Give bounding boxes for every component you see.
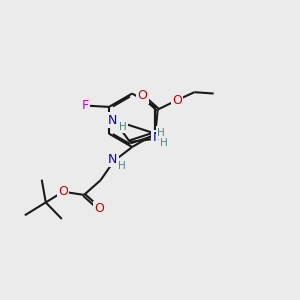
Text: N: N	[152, 131, 162, 144]
Text: H: H	[119, 122, 127, 132]
Text: O: O	[58, 185, 68, 198]
Text: H: H	[160, 138, 168, 148]
Text: N: N	[108, 114, 117, 127]
Text: O: O	[172, 94, 182, 107]
Text: H: H	[157, 128, 165, 138]
Text: H: H	[118, 161, 125, 171]
Text: F: F	[82, 99, 89, 112]
Text: N: N	[108, 153, 117, 166]
Text: O: O	[137, 89, 147, 102]
Text: O: O	[94, 202, 104, 215]
